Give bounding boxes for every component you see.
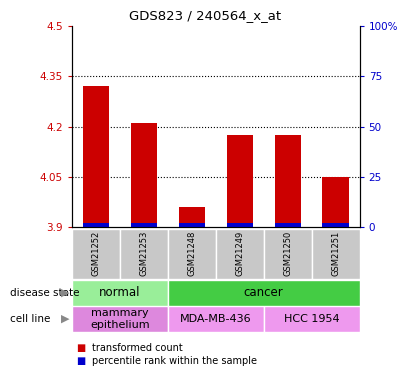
Bar: [120, 229, 168, 279]
Bar: [72, 280, 168, 306]
Bar: [323, 222, 349, 227]
Text: ■: ■: [76, 356, 85, 366]
Text: disease state: disease state: [10, 288, 80, 298]
Text: ■: ■: [76, 343, 85, 353]
Text: GSM21249: GSM21249: [235, 230, 244, 276]
Bar: [323, 177, 349, 227]
Text: cancer: cancer: [244, 286, 284, 299]
Text: percentile rank within the sample: percentile rank within the sample: [92, 356, 257, 366]
Text: cell line: cell line: [10, 314, 51, 324]
Text: HCC 1954: HCC 1954: [284, 314, 339, 324]
Bar: [226, 135, 253, 227]
Bar: [168, 306, 264, 332]
Text: GSM21253: GSM21253: [139, 230, 148, 276]
Bar: [72, 229, 120, 279]
Text: GSM21250: GSM21250: [283, 230, 292, 276]
Text: ▶: ▶: [60, 314, 69, 324]
Bar: [83, 222, 109, 227]
Bar: [83, 86, 109, 227]
Bar: [312, 229, 360, 279]
Text: MDA-MB-436: MDA-MB-436: [180, 314, 252, 324]
Text: GSM21251: GSM21251: [331, 230, 340, 276]
Text: transformed count: transformed count: [92, 343, 183, 353]
Bar: [168, 229, 216, 279]
Text: ▶: ▶: [60, 288, 69, 298]
Bar: [131, 123, 157, 227]
Bar: [168, 280, 360, 306]
Bar: [264, 229, 312, 279]
Bar: [179, 207, 205, 227]
Text: GSM21248: GSM21248: [187, 230, 196, 276]
Text: GSM21252: GSM21252: [91, 230, 100, 276]
Bar: [131, 222, 157, 227]
Text: mammary
epithelium: mammary epithelium: [90, 308, 150, 330]
Bar: [275, 222, 301, 227]
Text: normal: normal: [99, 286, 141, 299]
Bar: [216, 229, 264, 279]
Text: GDS823 / 240564_x_at: GDS823 / 240564_x_at: [129, 9, 282, 22]
Bar: [226, 222, 253, 227]
Bar: [72, 306, 168, 332]
Bar: [264, 306, 360, 332]
Bar: [275, 135, 301, 227]
Bar: [179, 222, 205, 227]
